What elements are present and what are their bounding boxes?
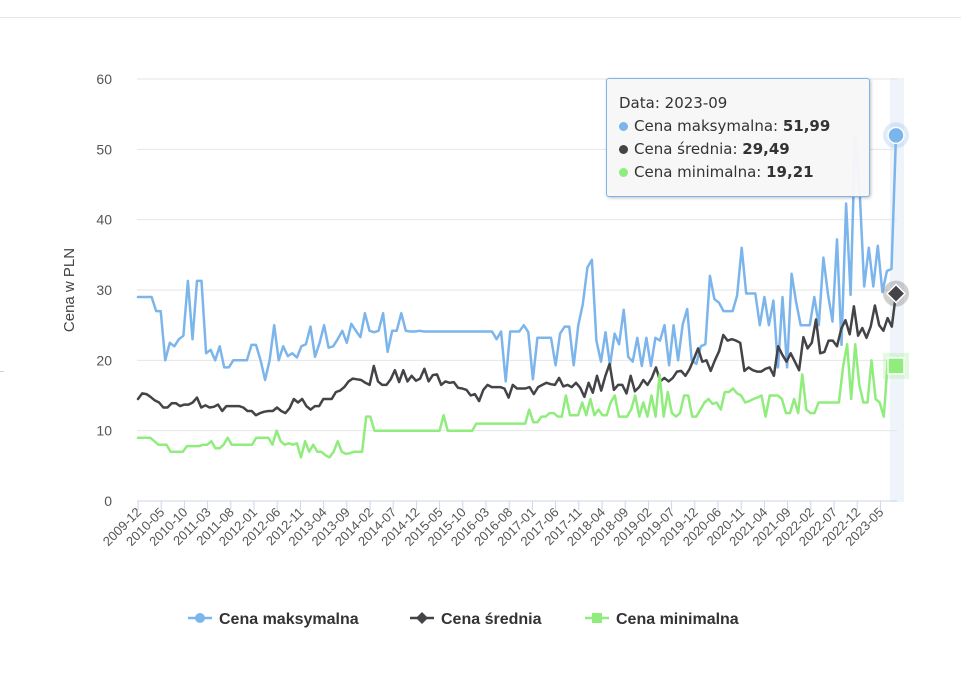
x-axis: 2009-122010-052010-102011-032011-082012-… xyxy=(100,500,897,549)
point-min-last xyxy=(887,357,905,375)
series-lines xyxy=(136,134,898,459)
y-tick-label: 10 xyxy=(96,423,112,439)
legend-diamond-icon xyxy=(416,612,428,624)
y-tick-label: 30 xyxy=(96,282,112,298)
tooltip-row-min: Cena minimalna: 19,21 xyxy=(619,161,857,184)
top-divider xyxy=(0,17,961,18)
series-line-cena-maksymalna xyxy=(136,134,898,383)
point-avg-last xyxy=(885,283,907,304)
legend: Cena maksymalna Cena średnia Cena minimaln… xyxy=(188,611,739,628)
tooltip-row-max: Cena maksymalna: 51,99 xyxy=(619,115,857,138)
hover-markers xyxy=(883,122,909,379)
y-tick-label: 40 xyxy=(96,212,112,228)
tooltip-row-avg: Cena średnia: 29,49 xyxy=(619,138,857,161)
y-tick-label: 20 xyxy=(96,352,112,368)
y-axis-title: Cena w PLN xyxy=(61,248,78,332)
left-edge-mark xyxy=(0,371,4,372)
legend-label: Cena średnia xyxy=(441,611,542,628)
point-max-last xyxy=(887,126,905,145)
tooltip-date: Data: 2023-09 xyxy=(619,92,857,115)
tooltip-max-dot-icon xyxy=(619,122,628,131)
legend-item-cena-maksymalna[interactable]: Cena maksymalna xyxy=(188,611,359,628)
tooltip-min-value: 19,21 xyxy=(766,163,814,181)
hover-tooltip: Data: 2023-09 Cena maksymalna: 51,99 Cen… xyxy=(606,78,870,197)
tooltip-avg-value: 29,49 xyxy=(742,140,790,158)
tooltip-min-dot-icon xyxy=(619,168,628,177)
legend-square-icon xyxy=(592,613,602,623)
legend-label: Cena maksymalna xyxy=(219,611,359,628)
legend-circle-icon xyxy=(195,613,205,623)
tooltip-avg-dot-icon xyxy=(619,145,628,154)
tooltip-date-value: 2023-09 xyxy=(664,94,728,112)
series-line-cena-minimalna xyxy=(136,342,898,459)
tooltip-min-name: Cena minimalna xyxy=(634,163,757,181)
y-tick-label: 60 xyxy=(96,71,112,87)
legend-item-cena-minimalna[interactable]: Cena minimalna xyxy=(585,611,739,628)
y-axis-ticks: 0 10 20 30 40 50 60 xyxy=(96,71,112,509)
tooltip-max-name: Cena maksymalna xyxy=(634,117,774,135)
series-line-cena-srednia xyxy=(136,292,898,417)
tooltip-date-label: Data: xyxy=(619,94,660,112)
legend-item-cena-srednia[interactable]: Cena średnia xyxy=(410,611,542,628)
tooltip-avg-name: Cena średnia xyxy=(634,140,733,158)
y-tick-label: 0 xyxy=(104,493,112,509)
legend-label: Cena minimalna xyxy=(616,611,739,628)
tooltip-max-value: 51,99 xyxy=(782,117,831,135)
y-tick-label: 50 xyxy=(96,141,112,157)
